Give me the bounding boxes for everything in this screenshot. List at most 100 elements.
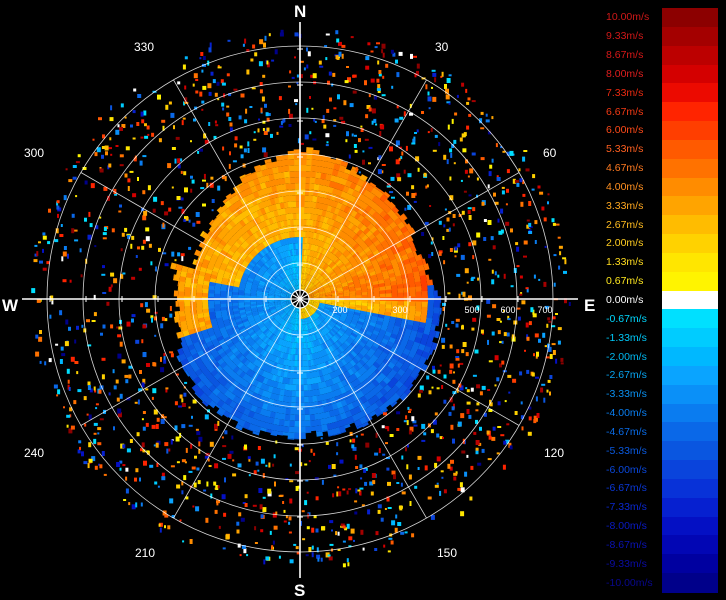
clutter-pixel (313, 452, 316, 456)
clutter-pixel (111, 228, 115, 233)
echo-cell (260, 258, 266, 264)
clutter-pixel (409, 112, 413, 116)
clutter-pixel (62, 279, 67, 283)
echo-cell (190, 305, 197, 311)
clutter-pixel (224, 430, 228, 435)
echo-cell (224, 397, 233, 406)
clutter-pixel (522, 156, 526, 162)
clutter-pixel (121, 232, 125, 237)
clutter-pixel (312, 138, 317, 141)
echo-cell (260, 325, 267, 331)
radar-site-icon (290, 289, 310, 309)
legend-label: -8.67m/s (606, 538, 647, 551)
echo-cell (302, 243, 305, 250)
echo-cell (322, 272, 329, 278)
clutter-pixel (538, 338, 541, 343)
clutter-pixel (507, 318, 511, 321)
echo-cell (281, 189, 288, 197)
echo-cell (243, 270, 251, 276)
clutter-pixel (243, 148, 247, 153)
clutter-pixel (117, 412, 122, 418)
echo-cell (327, 162, 336, 170)
clutter-pixel (229, 151, 231, 156)
clutter-pixel (446, 217, 450, 222)
echo-cell (280, 295, 287, 297)
radar-plot[interactable]: 200 300 500 600 700 (0, 0, 600, 600)
echo-cell (223, 270, 231, 277)
echo-cell (349, 257, 356, 264)
clutter-pixel (226, 112, 230, 117)
echo-cell (355, 289, 362, 294)
radar-ppi-view[interactable]: 200 300 500 600 700 N E S W 30 60 120 150 21… (0, 0, 600, 600)
clutter-pixel (291, 76, 295, 79)
echo-cell (308, 262, 312, 269)
echo-cell (277, 246, 282, 254)
clutter-pixel (452, 391, 457, 395)
echo-cell (271, 327, 277, 334)
echo-cell (323, 319, 330, 325)
clutter-pixel (160, 367, 165, 373)
echo-cell (328, 410, 336, 418)
echo-cell (267, 237, 273, 245)
echo-cell (220, 293, 227, 298)
echo-cell (226, 290, 233, 295)
echo-cell (235, 390, 243, 399)
echo-cell (290, 281, 294, 287)
clutter-pixel (353, 144, 357, 148)
echo-cell (287, 438, 295, 440)
clutter-pixel (253, 470, 257, 475)
clutter-pixel (224, 176, 227, 182)
echo-cell (379, 290, 386, 295)
clutter-pixel (436, 433, 440, 438)
echo-cell (202, 238, 208, 244)
clutter-pixel (466, 101, 470, 105)
echo-cell (244, 301, 251, 305)
echo-cell (307, 268, 311, 275)
echo-cell (281, 245, 286, 252)
echo-cell (347, 281, 354, 286)
echo-cell (224, 357, 232, 365)
echo-cell (291, 231, 296, 238)
echo-cell (312, 340, 317, 347)
clutter-pixel (466, 454, 469, 458)
clutter-pixel (83, 328, 87, 333)
echo-cell (263, 272, 270, 278)
clutter-pixel (426, 184, 429, 188)
echo-cell (396, 309, 404, 315)
clutter-pixel (306, 526, 310, 530)
clutter-pixel (502, 464, 506, 470)
echo-cell (258, 355, 265, 363)
echo-cell (363, 247, 371, 254)
clutter-pixel (512, 378, 517, 383)
echo-cell (352, 340, 359, 347)
echo-cell (253, 232, 260, 240)
echo-cell (407, 272, 415, 279)
clutter-pixel (168, 101, 172, 105)
echo-cell (261, 227, 268, 235)
clutter-pixel (507, 374, 512, 378)
echo-cell (231, 380, 239, 388)
clutter-pixel (95, 403, 99, 406)
echo-cell (274, 301, 281, 304)
clutter-pixel (382, 453, 386, 456)
echo-cell (319, 277, 325, 283)
azimuth-spoke (80, 303, 292, 426)
echo-cell (208, 307, 215, 313)
echo-cell (350, 350, 358, 358)
clutter-pixel (179, 394, 183, 399)
clutter-pixel (446, 101, 451, 104)
echo-cell (269, 250, 275, 258)
echo-cell (309, 308, 315, 314)
clutter-pixel (494, 384, 497, 387)
echo-cell (251, 310, 259, 315)
echo-cell (261, 335, 268, 342)
clutter-pixel (203, 489, 207, 492)
clutter-pixel (301, 444, 304, 448)
clutter-pixel (399, 505, 403, 511)
clutter-pixel (449, 397, 453, 403)
echo-cell (194, 249, 201, 257)
echo-cell (365, 249, 373, 257)
echo-cell (313, 295, 320, 297)
echo-cell (303, 213, 308, 220)
clutter-pixel (200, 187, 205, 190)
